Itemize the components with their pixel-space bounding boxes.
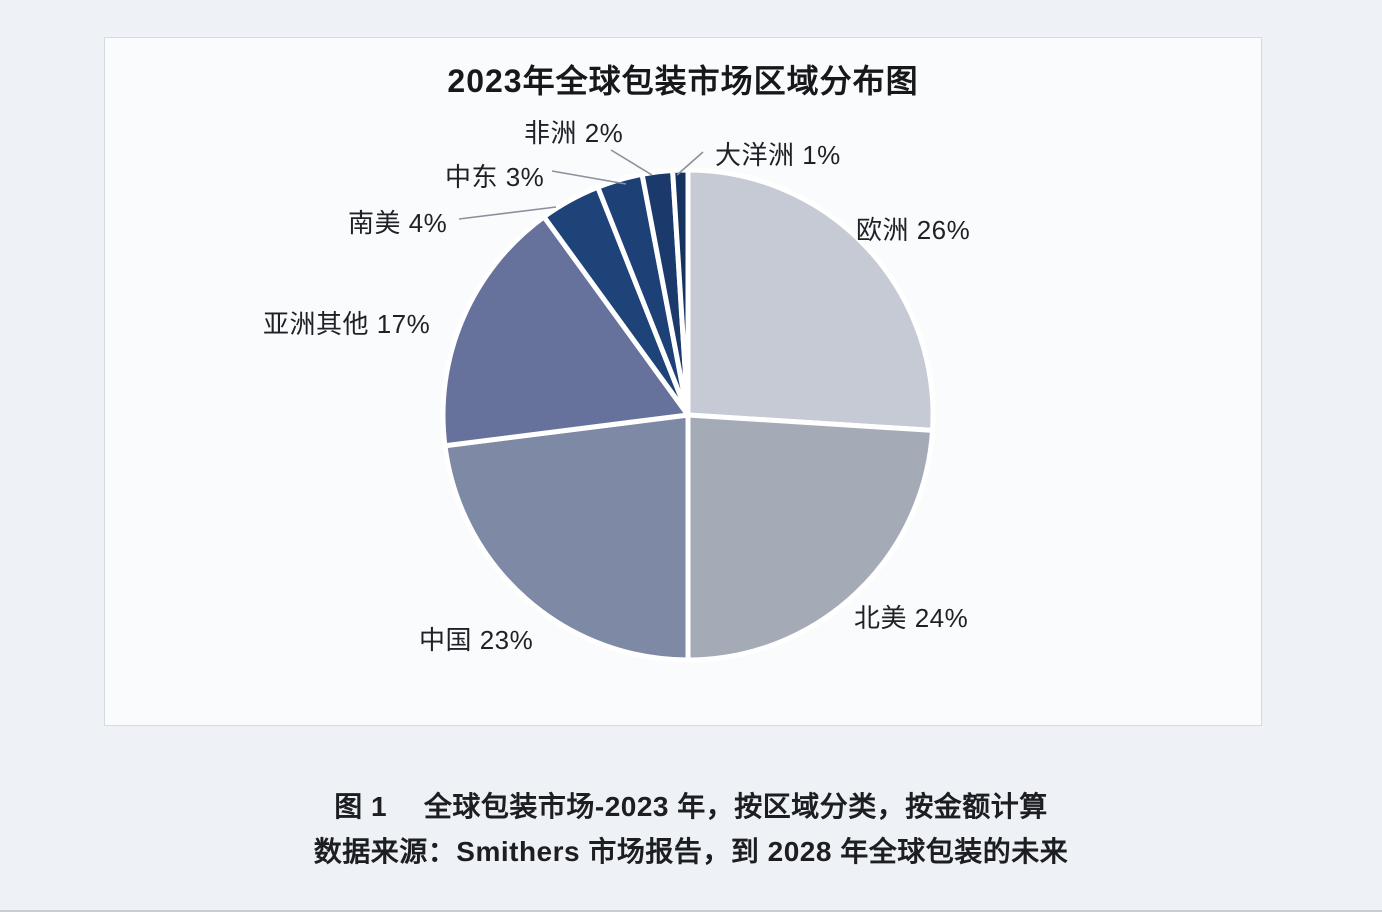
pie-label-north-america: 北美 24%: [854, 603, 969, 633]
pie-slice-大洋洲: [670, 167, 691, 418]
leader-line-middle-east: [551, 170, 627, 185]
pie-slice-中国: [442, 412, 691, 663]
leader-line-south-america: [458, 206, 557, 220]
figure-caption-line1: 图 1 全球包装市场-2023 年，按区域分类，按金额计算: [334, 791, 1048, 822]
figure-caption: 图 1 全球包装市场-2023 年，按区域分类，按金额计算 数据来源：Smith…: [0, 784, 1382, 874]
pie-slice-北美: [685, 412, 936, 663]
pie-label-middle-east: 中东 3%: [445, 162, 545, 192]
pie-label-china: 中国 23%: [419, 625, 534, 655]
pie-label-oceania: 大洋洲 1%: [715, 140, 841, 170]
chart-title: 2023年全球包装市场区域分布图: [447, 63, 919, 99]
leader-line-oceania: [676, 151, 704, 176]
pie-label-africa: 非洲 2%: [524, 118, 624, 148]
pie-label-other-asia: 亚洲其他 17%: [263, 309, 431, 339]
pie-label-europe: 欧洲 26%: [856, 215, 971, 245]
leader-line-africa: [610, 149, 653, 176]
figure-caption-line2: 数据来源：Smithers 市场报告，到 2028 年全球包装的未来: [313, 836, 1069, 867]
pie-slice-亚洲其他: [440, 214, 691, 449]
pie-label-south-america: 南美 4%: [348, 208, 448, 238]
pie-slice-欧洲: [685, 167, 936, 433]
